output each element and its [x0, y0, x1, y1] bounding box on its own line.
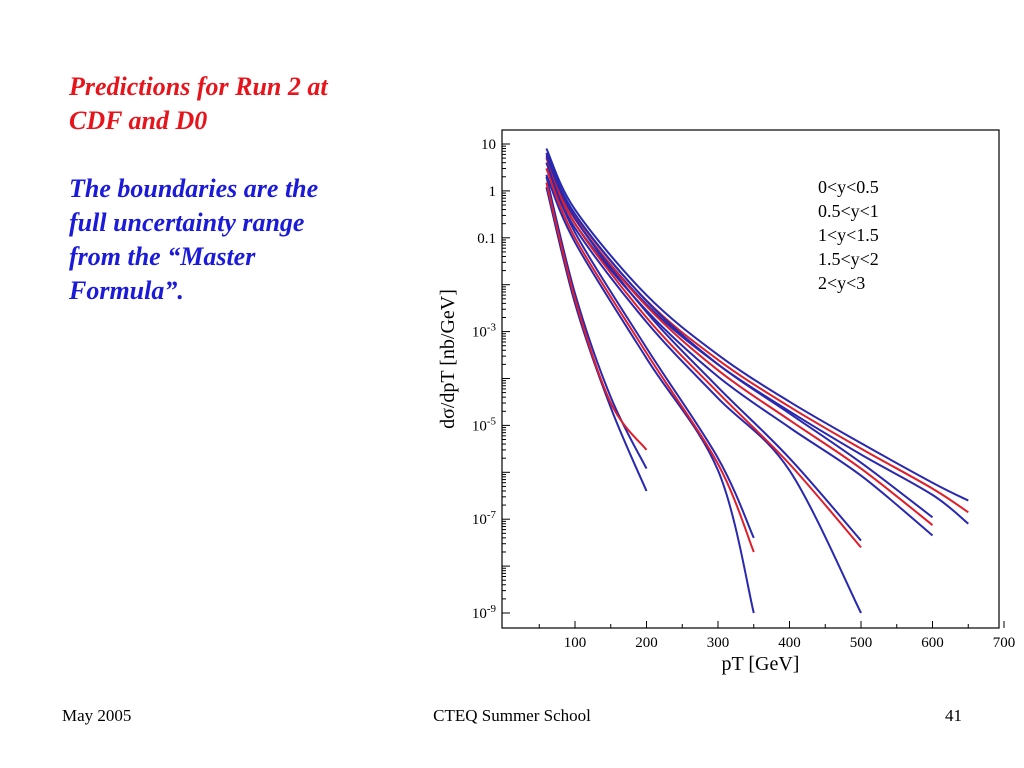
series-upper-line	[545, 152, 934, 519]
slide-subtitle-line: full uncertainty range	[69, 208, 305, 237]
legend-entry: 2<y<3	[818, 273, 865, 293]
legend-entry: 1.5<y<2	[818, 249, 879, 269]
y-axis-label: dσ/dpT [nb/GeV]	[437, 289, 459, 429]
y-tick-label: 10-7	[472, 509, 497, 528]
x-tick-label: 600	[921, 635, 944, 651]
slide-subtitle-line: The boundaries are the	[69, 174, 319, 203]
series-lower-line	[545, 174, 755, 614]
y-tick-label: 10-9	[472, 603, 497, 622]
series-lower-line	[545, 168, 862, 614]
slide-subtitle: The boundaries are the full uncertainty …	[69, 172, 419, 308]
slide-text-block: Predictions for Run 2 at CDF and D0 The …	[69, 70, 419, 308]
y-tick-label: 10	[481, 137, 496, 153]
slide-title-line: CDF and D0	[69, 106, 208, 135]
series-central-line	[545, 168, 755, 553]
legend-entry: 0.5<y<1	[818, 201, 879, 221]
slide-subtitle-line: Formula”.	[69, 276, 184, 305]
series-central-line	[545, 182, 648, 451]
slide-title-line: Predictions for Run 2 at	[69, 72, 328, 101]
x-tick-label: 200	[635, 635, 658, 651]
series-upper-line	[545, 176, 648, 470]
y-tick-label: 10-5	[472, 415, 497, 434]
series-upper-line	[545, 148, 969, 502]
series-upper-line	[545, 162, 755, 539]
x-tick-label: 300	[707, 635, 730, 651]
footer-event: CTEQ Summer School	[433, 706, 591, 725]
legend-entry: 1<y<1.5	[818, 225, 879, 245]
x-axis-label: pT [GeV]	[722, 653, 800, 675]
y-tick-label: 0.1	[477, 231, 496, 247]
y-tick-label: 10-3	[472, 322, 497, 341]
slide-subtitle-line: from the “Master	[69, 242, 256, 271]
x-tick-label: 100	[564, 635, 587, 651]
series-central-line	[545, 153, 969, 514]
series-upper-line	[545, 155, 862, 542]
footer-page-number: 41	[945, 706, 962, 725]
x-tick-label: 400	[778, 635, 801, 651]
x-tick-label: 700	[993, 635, 1016, 651]
footer-date: May 2005	[62, 706, 132, 725]
x-tick-label: 500	[850, 635, 873, 651]
series-central-line	[545, 162, 862, 549]
legend-entry: 0<y<0.5	[818, 177, 879, 197]
plot-frame	[501, 129, 1000, 629]
series-lower-line	[545, 186, 648, 492]
y-tick-label: 1	[489, 184, 497, 200]
slide-title: Predictions for Run 2 at CDF and D0	[69, 70, 419, 138]
